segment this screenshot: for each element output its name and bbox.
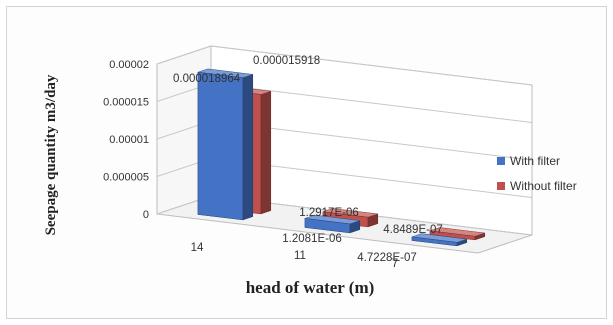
x-tick-label: 11: [294, 250, 306, 262]
y-tick-labels: 0 0.000005 0.00001 0.000015 0.00002: [103, 59, 149, 221]
y-tick-label: 0: [143, 209, 149, 221]
bar: [197, 68, 254, 221]
y-tick-label: 0.00002: [109, 59, 149, 71]
data-label: 4.7228E-07: [357, 252, 416, 264]
legend-item: With filter: [497, 154, 560, 168]
x-tick-label: 7: [392, 258, 398, 270]
bars: [197, 68, 486, 247]
chart-frame: 0 0.000005 0.00001 0.000015 0.00002 0.000018…: [6, 6, 607, 319]
bar: [304, 214, 361, 234]
legend-item: Without filter: [497, 179, 577, 193]
data-label: 1.2917E-06: [299, 207, 358, 219]
x-tick-labels: 14 11 7: [191, 242, 399, 270]
data-label: 0.000015918: [253, 55, 320, 67]
bar: [411, 233, 468, 247]
data-label: 1.2081E-06: [282, 233, 341, 245]
y-tick-label: 0.00001: [109, 134, 149, 146]
legend-swatch: [497, 157, 505, 165]
data-label: 0.000018964: [173, 73, 241, 85]
x-axis-label: head of water (m): [246, 278, 375, 297]
legend-swatch: [497, 182, 505, 190]
chart: 0 0.000005 0.00001 0.000015 0.00002 0.000018…: [43, 45, 577, 297]
y-tick-label: 0.000005: [103, 172, 149, 184]
legend-label: With filter: [510, 154, 560, 168]
legend-label: Without filter: [510, 179, 577, 193]
x-tick-label: 14: [191, 242, 204, 254]
data-labels: 0.000018964 1.2081E-06 4.7228E-07 0.0000159…: [173, 55, 443, 264]
gridline: [156, 45, 533, 86]
legend: With filter Without filter: [497, 154, 577, 193]
data-label: 4.8489E-07: [383, 224, 442, 236]
y-tick-label: 0.000015: [103, 97, 149, 109]
y-axis-label: Seepage quantity m3/day: [43, 74, 59, 235]
